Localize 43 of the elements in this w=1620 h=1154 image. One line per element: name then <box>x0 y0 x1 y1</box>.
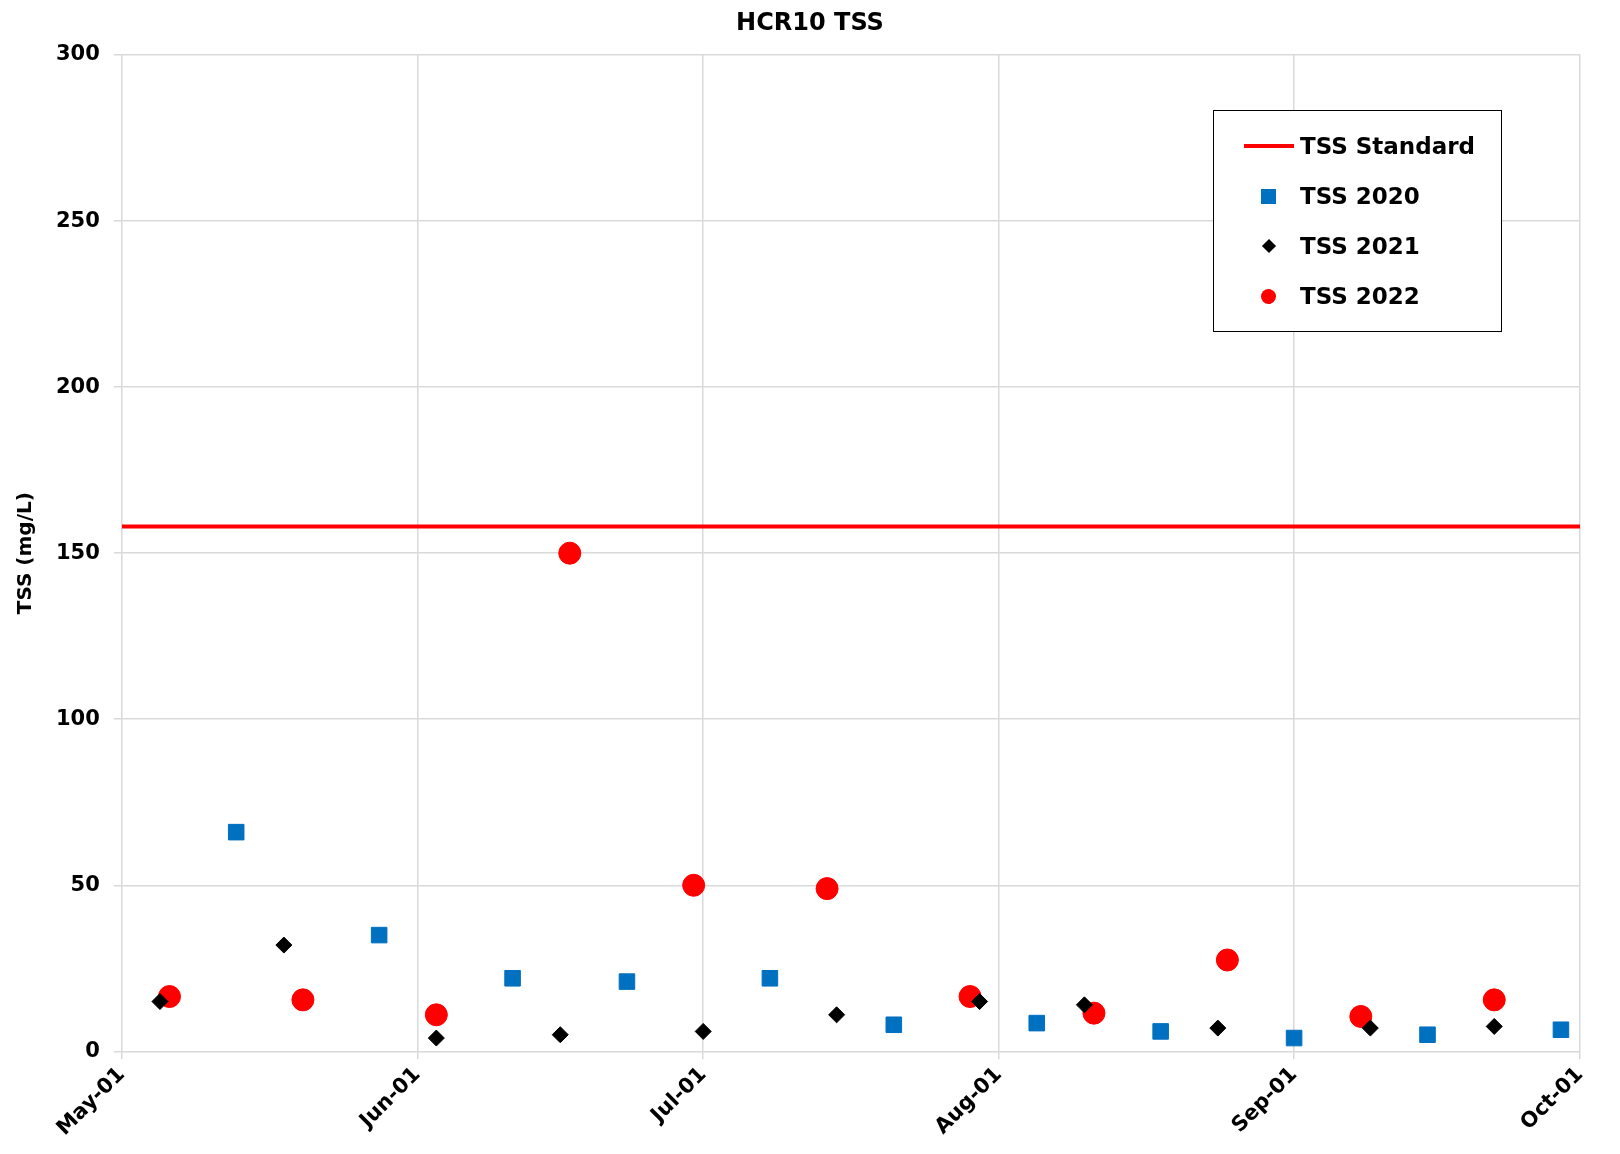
point <box>828 1006 846 1024</box>
point <box>227 823 245 841</box>
point <box>694 1022 712 1040</box>
point <box>504 969 521 987</box>
y-tick-label: 150 <box>55 539 100 564</box>
point <box>1209 1019 1227 1037</box>
point <box>618 973 636 990</box>
point <box>682 873 706 897</box>
y-tick-label: 200 <box>55 373 100 398</box>
point <box>291 988 315 1012</box>
y-tick-label: 250 <box>55 207 100 232</box>
y-tick-label: 50 <box>70 871 100 896</box>
point <box>551 1026 569 1044</box>
point <box>427 1029 445 1047</box>
point <box>1361 1019 1379 1037</box>
point <box>885 1016 903 1034</box>
point <box>1152 1023 1169 1040</box>
point <box>1285 1029 1303 1047</box>
point <box>1482 988 1506 1012</box>
chart-title: HCR10 TSS <box>735 8 885 36</box>
point <box>151 993 169 1011</box>
point <box>1215 948 1239 972</box>
point <box>275 936 293 954</box>
point <box>815 877 839 901</box>
y-tick-label: 0 <box>85 1037 100 1062</box>
legend-label: TSS 2022 <box>1299 283 1420 309</box>
point <box>1419 1026 1436 1044</box>
point <box>1349 1004 1373 1028</box>
point <box>761 969 779 987</box>
point <box>558 541 582 565</box>
point <box>1485 1017 1503 1035</box>
point <box>971 993 989 1011</box>
legend-label: TSS 2020 <box>1299 183 1420 209</box>
point <box>1028 1014 1046 1032</box>
legend-label: TSS Standard <box>1299 133 1475 159</box>
y-tick-label: 300 <box>55 41 100 66</box>
point <box>424 1003 448 1027</box>
point <box>1552 1021 1570 1039</box>
point <box>1075 996 1093 1014</box>
y-axis-title: TSS (mg/L) <box>12 492 37 615</box>
legend-label: TSS 2021 <box>1299 233 1420 259</box>
point <box>370 926 388 944</box>
y-tick-label: 100 <box>55 705 100 730</box>
